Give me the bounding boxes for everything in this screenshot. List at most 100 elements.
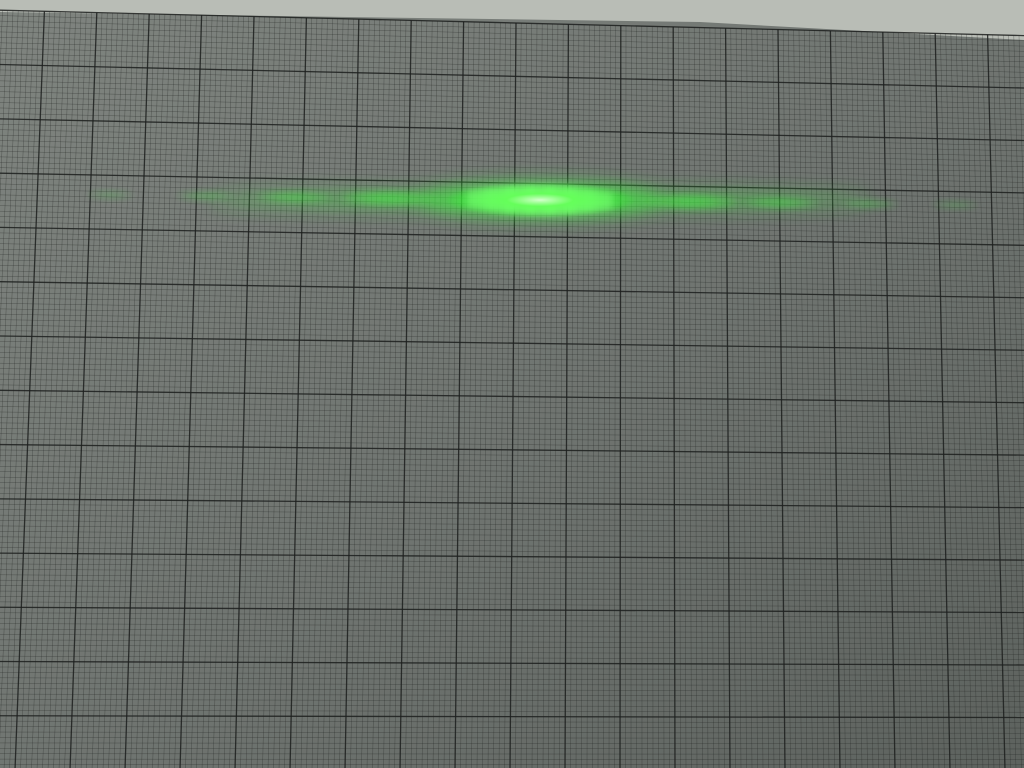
diffraction-fringe bbox=[762, 197, 766, 209]
diffraction-fringe bbox=[185, 191, 189, 201]
diffraction-fringe bbox=[364, 190, 368, 206]
diffraction-fringe bbox=[866, 198, 870, 209]
diffraction-fringe bbox=[684, 193, 688, 210]
diffraction-fringe bbox=[205, 191, 209, 201]
grid-major-horizontal bbox=[0, 552, 1024, 561]
diffraction-fringe bbox=[344, 191, 348, 204]
diffraction-fringe bbox=[301, 191, 305, 204]
diffraction-fringe bbox=[380, 190, 384, 207]
diffraction-fringe bbox=[313, 191, 317, 203]
diffraction-fringe bbox=[440, 194, 443, 204]
diffraction-fringe bbox=[850, 199, 854, 208]
diffraction-fringe bbox=[261, 192, 265, 202]
diffraction-fringe bbox=[636, 196, 639, 206]
grid-major-horizontal bbox=[0, 281, 1024, 299]
diffraction-fringe bbox=[197, 190, 201, 201]
diffraction-fringe bbox=[124, 191, 128, 199]
diffraction-fringe bbox=[340, 192, 344, 203]
grid-major-horizontal bbox=[0, 715, 1024, 719]
diffraction-fringe bbox=[949, 200, 953, 209]
grid-major-horizontal bbox=[0, 660, 1024, 666]
grid-major-horizontal bbox=[0, 9, 1024, 37]
diffraction-fringe bbox=[436, 193, 440, 205]
grid-major-horizontal bbox=[0, 443, 1024, 456]
diffraction-fringe bbox=[321, 192, 325, 203]
diffraction-fringe bbox=[704, 194, 708, 210]
diffraction-fringe bbox=[818, 200, 821, 207]
diffraction-fringe bbox=[420, 191, 424, 206]
central-maximum bbox=[445, 182, 635, 218]
diffraction-fringe bbox=[100, 190, 104, 199]
diffraction-fringe bbox=[716, 195, 720, 210]
diffraction-fringe bbox=[269, 191, 273, 202]
diffraction-fringe bbox=[181, 191, 185, 200]
diffraction-fringe bbox=[798, 197, 802, 209]
grid-minor-vertical bbox=[1018, 35, 1024, 239]
diffraction-fringe bbox=[305, 191, 309, 203]
diffraction-fringe bbox=[412, 191, 416, 206]
grid-major-horizontal bbox=[0, 335, 1024, 351]
laser-diffraction-pattern bbox=[88, 182, 980, 218]
diffraction-fringe bbox=[937, 201, 941, 209]
diffraction-fringe bbox=[376, 190, 380, 206]
diffraction-fringe bbox=[432, 192, 436, 205]
diffraction-fringe bbox=[348, 191, 352, 204]
diffraction-fringe bbox=[229, 192, 233, 200]
diffraction-fringe bbox=[778, 196, 782, 209]
diffraction-fringe bbox=[201, 191, 205, 201]
diffraction-fringe bbox=[213, 191, 217, 201]
diffraction-fringe bbox=[680, 193, 684, 210]
diffraction-fringe bbox=[676, 193, 680, 210]
diffraction-fringe bbox=[933, 201, 937, 208]
diffraction-fringe bbox=[273, 191, 277, 203]
diffraction-fringe bbox=[325, 192, 329, 202]
diffraction-fringe bbox=[285, 191, 289, 203]
diffraction-fringe bbox=[333, 194, 336, 201]
diffraction-fringe bbox=[782, 196, 786, 209]
diffraction-fringe bbox=[664, 194, 668, 209]
diffraction-fringe bbox=[384, 190, 388, 207]
grid-minor-vertical bbox=[0, 10, 8, 204]
diffraction-fringe bbox=[728, 196, 732, 209]
diffraction-fringe bbox=[96, 191, 100, 199]
diffraction-fringe bbox=[672, 193, 676, 210]
diffraction-fringe bbox=[329, 193, 333, 202]
diffraction-fringe bbox=[742, 198, 746, 207]
diffraction-fringe bbox=[810, 198, 814, 208]
diffraction-fringe bbox=[265, 191, 269, 202]
diffraction-fringe bbox=[929, 202, 932, 207]
diffraction-fringe bbox=[660, 194, 664, 209]
diffraction-fringe bbox=[957, 201, 961, 209]
diffraction-fringe bbox=[977, 203, 980, 208]
diffraction-fringe bbox=[692, 193, 696, 210]
diffraction-fringe bbox=[372, 190, 376, 206]
diffraction-fringe bbox=[882, 199, 886, 209]
grid-major-horizontal bbox=[0, 498, 1024, 509]
diffraction-fringe bbox=[806, 198, 810, 209]
diffraction-fringe bbox=[802, 198, 806, 209]
diffraction-fringe bbox=[838, 201, 841, 207]
grid-minor-vertical bbox=[0, 10, 14, 336]
diffraction-fringe bbox=[941, 201, 945, 209]
diffraction-fringe bbox=[253, 193, 256, 200]
diffraction-fringe bbox=[400, 190, 404, 207]
diffraction-fringe bbox=[746, 198, 750, 207]
diffraction-fringe bbox=[277, 191, 281, 203]
diffraction-fringe bbox=[120, 191, 124, 199]
diffraction-fringe bbox=[969, 201, 973, 209]
diffraction-fringe bbox=[652, 194, 656, 208]
diffraction-fringe bbox=[112, 190, 116, 199]
diffraction-fringe bbox=[750, 197, 754, 208]
diffraction-fringe bbox=[770, 196, 774, 209]
diffraction-fringe bbox=[233, 193, 236, 199]
grid-major-horizontal bbox=[0, 389, 1024, 404]
diffraction-fringe bbox=[177, 192, 181, 200]
diffraction-fringe bbox=[708, 194, 712, 210]
diffraction-fringe bbox=[712, 194, 716, 210]
diffraction-fringe bbox=[173, 193, 176, 199]
diffraction-fringe bbox=[648, 195, 652, 208]
diffraction-fringe bbox=[88, 191, 92, 198]
diffraction-fringe bbox=[898, 201, 901, 207]
diffraction-fringe bbox=[724, 195, 728, 209]
